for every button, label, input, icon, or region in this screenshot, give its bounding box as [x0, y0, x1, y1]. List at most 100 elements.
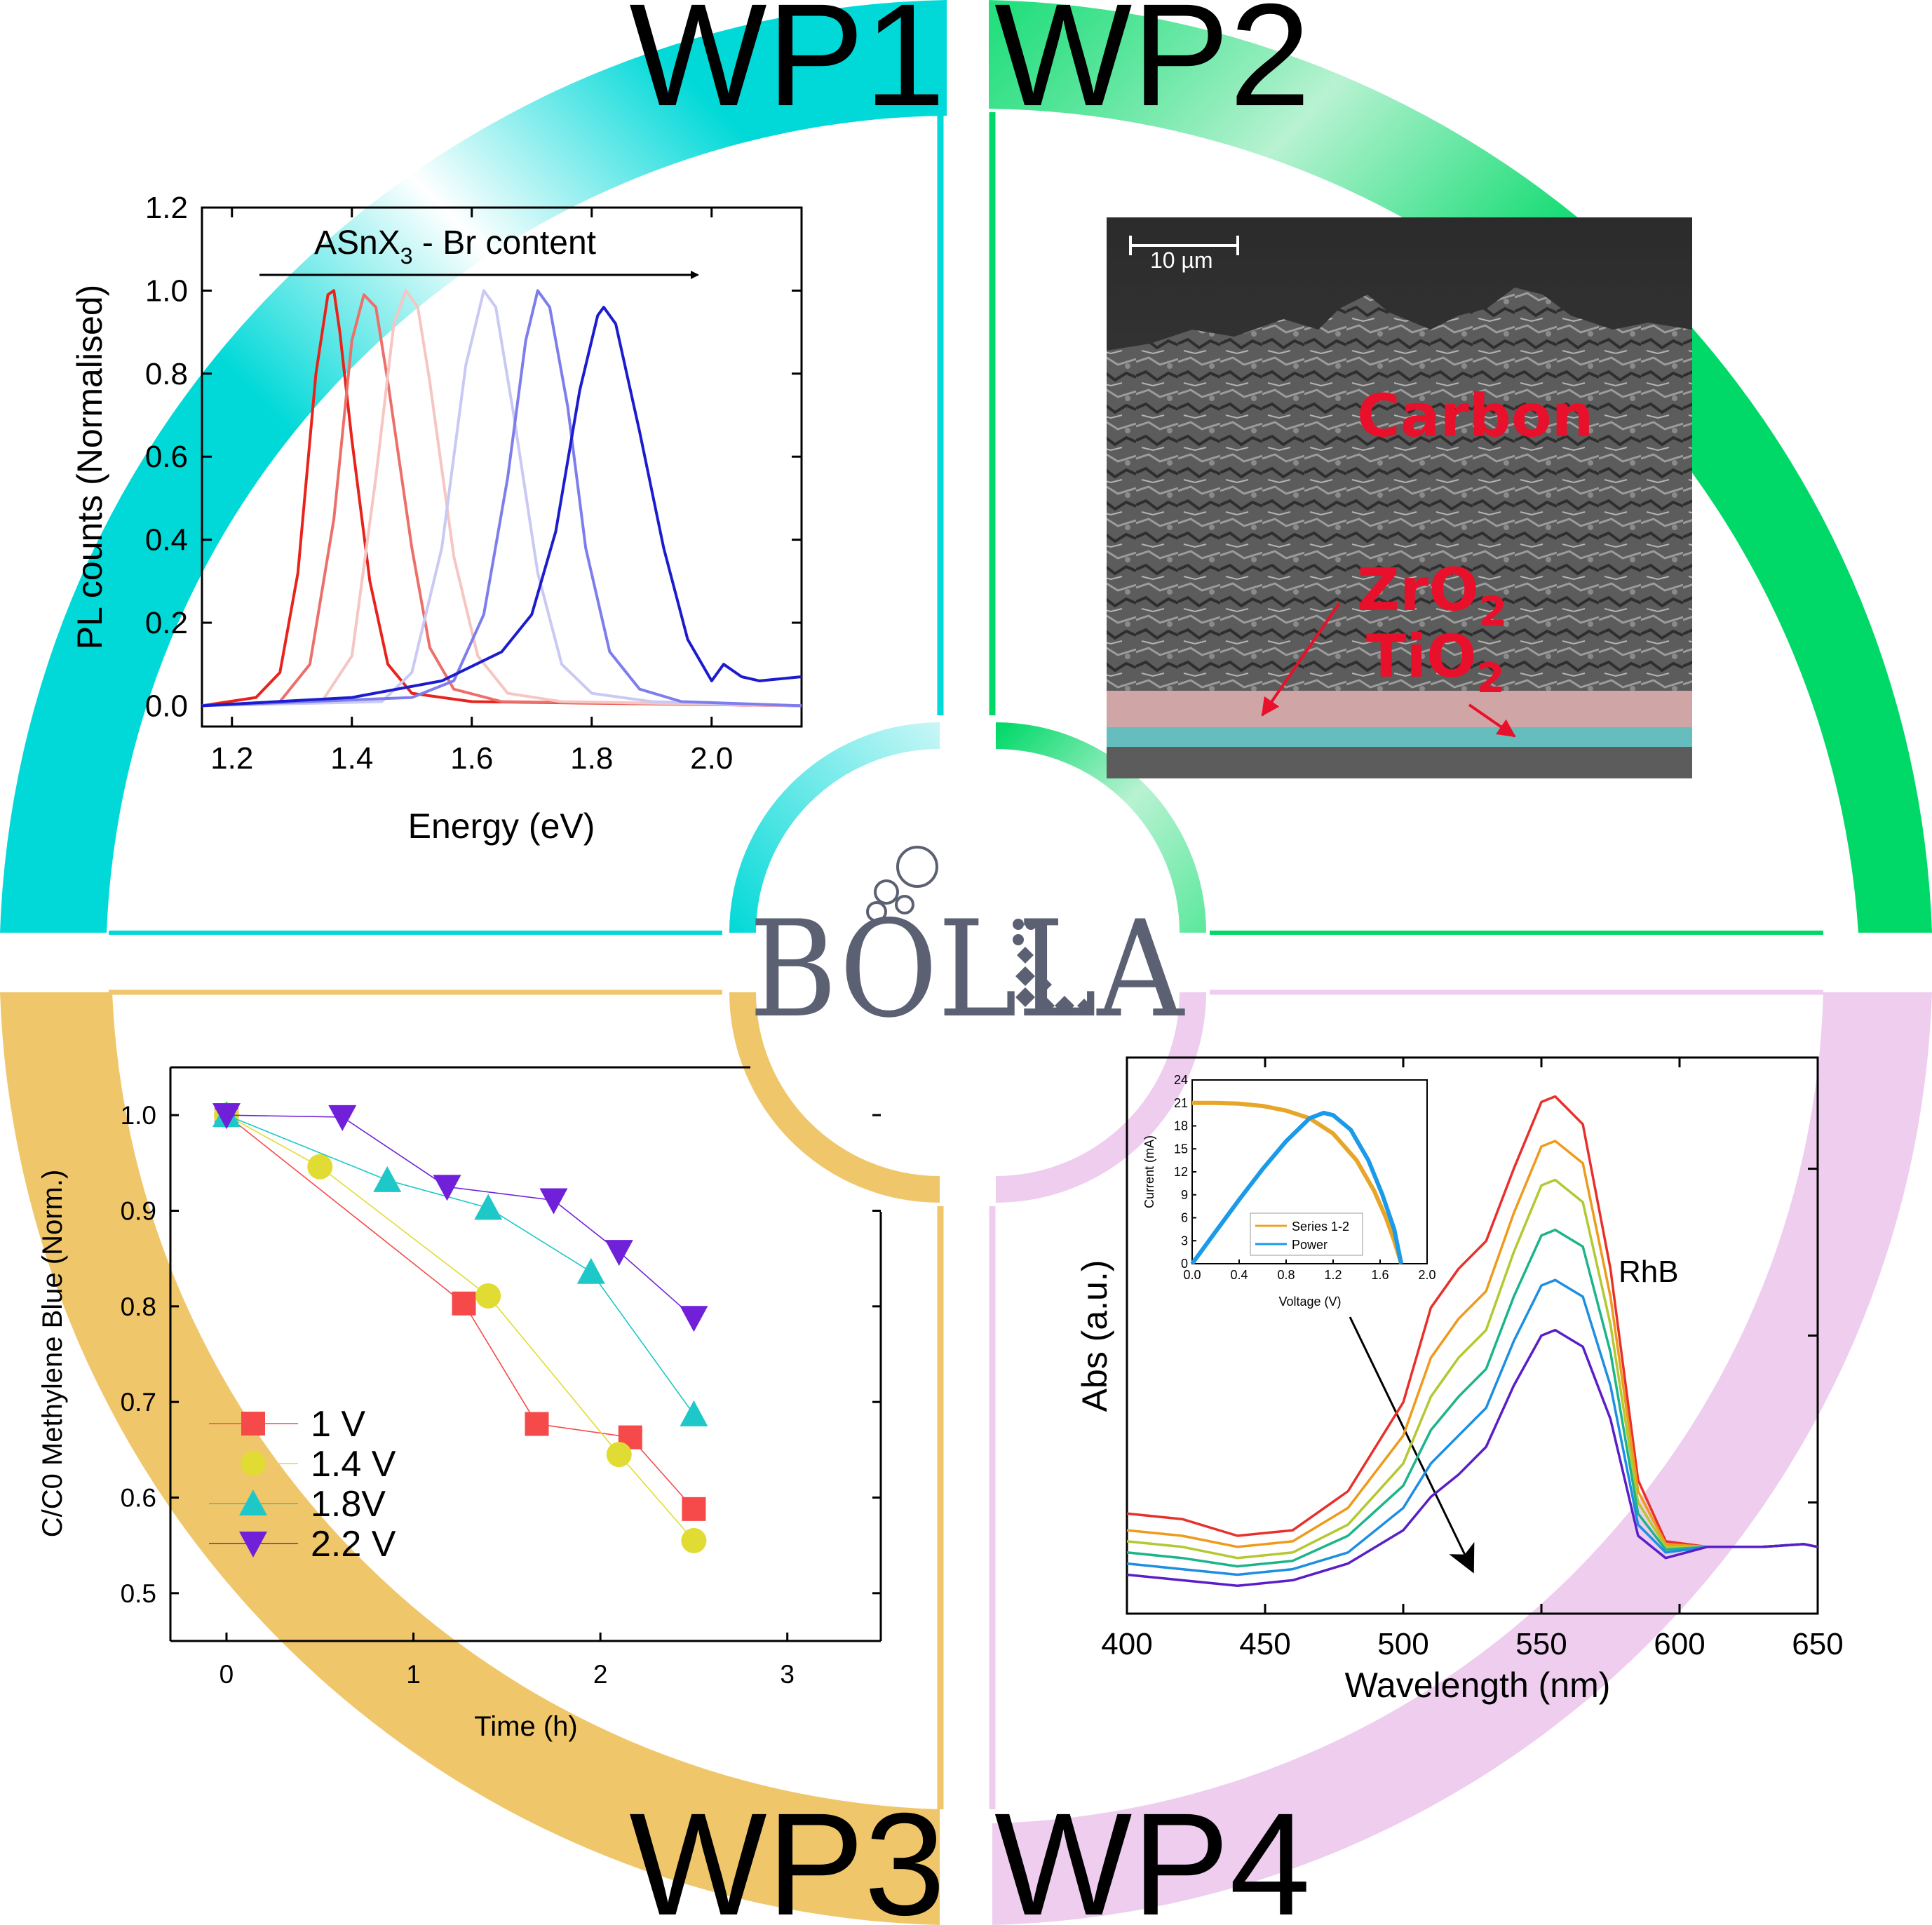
- y-tick-label: 15: [1174, 1142, 1188, 1156]
- y-tick-label: 6: [1181, 1211, 1188, 1225]
- legend-label: 1.8V: [311, 1484, 386, 1525]
- logo-text: BOLLA: [749, 892, 1185, 1047]
- scale-bar: [1129, 236, 1239, 255]
- y-tick-label: 9: [1181, 1188, 1188, 1202]
- tio2-label: TiO2: [1366, 622, 1505, 702]
- wp3-y-axis-label: C/C0 Methylene Blue (Norm.): [37, 1170, 68, 1538]
- data-point-1.4V: [681, 1527, 707, 1553]
- wp3-label: WP3: [629, 1783, 945, 1925]
- y-tick-label: 0.6: [121, 1484, 156, 1513]
- y-tick-label: 0.0: [145, 689, 188, 723]
- bolla-logo: BOLLA: [749, 846, 1185, 1047]
- x-tick-label: 2.0: [1418, 1268, 1436, 1282]
- y-tick-label: 24: [1174, 1073, 1188, 1087]
- inset-legend-box: [1250, 1213, 1363, 1256]
- inset-legend-label: Series 1-2: [1292, 1220, 1349, 1234]
- pl-series-line-2: [201, 293, 802, 708]
- y-tick-label: 0.8: [121, 1292, 156, 1321]
- data-point-1V: [525, 1412, 549, 1436]
- sem-carbon-layer: [1107, 288, 1692, 694]
- x-tick-label: 1.2: [1324, 1268, 1342, 1282]
- series-line-2.2V: [226, 1114, 694, 1318]
- x-tick-label: 400: [1101, 1627, 1152, 1661]
- data-point-2.2V: [680, 1306, 708, 1332]
- y-tick-label: 0.4: [145, 523, 188, 558]
- y-tick-label: 0.8: [145, 357, 188, 391]
- inset-legend-label: Power: [1292, 1238, 1328, 1252]
- x-tick-label: 1.8: [570, 741, 613, 776]
- data-point-1.8V: [680, 1400, 708, 1426]
- x-tick-label: 600: [1654, 1627, 1705, 1661]
- data-point-1V: [682, 1497, 706, 1521]
- iv-series-line-Series1-2: [1192, 1100, 1404, 1264]
- sem-substrate: [1107, 747, 1692, 778]
- pl-series-line-6: [201, 306, 802, 708]
- wp1-plot-frame: [201, 206, 803, 728]
- legend-marker: [241, 1451, 266, 1476]
- tio2-arrow: [1468, 703, 1516, 738]
- y-tick-label: 0.6: [145, 440, 188, 474]
- data-point-1.4V: [475, 1283, 501, 1309]
- wp2-sem-image: 10 µm Carbon ZrO2 TiO2: [1107, 217, 1692, 778]
- y-tick-label: 18: [1174, 1119, 1188, 1133]
- scale-bar-label: 10 µm: [1150, 248, 1213, 273]
- wp1-inner-ring: [729, 722, 940, 933]
- y-tick-label: 3: [1181, 1234, 1188, 1248]
- data-point-2.2V: [328, 1105, 357, 1131]
- zro2-arrow: [1261, 602, 1341, 717]
- y-tick-label: 12: [1174, 1165, 1188, 1179]
- x-tick-label: 650: [1792, 1627, 1843, 1661]
- pl-series-line-4: [201, 289, 802, 708]
- x-tick-label: 2.0: [690, 741, 733, 776]
- x-tick-label: 1.2: [210, 741, 253, 776]
- pl-series-line-5: [201, 289, 802, 708]
- wp3-x-axis-label: Time (h): [474, 1711, 577, 1742]
- data-point-1.4V: [606, 1442, 632, 1468]
- wp3-degradation-chart: Time (h) C/C0 Methylene Blue (Norm.) 0 1 2…: [37, 1066, 882, 1742]
- x-tick-label: 1: [406, 1660, 421, 1689]
- y-tick-label: 1.0: [145, 273, 188, 308]
- data-point-1.8V: [373, 1166, 402, 1192]
- data-point-2.2V: [212, 1103, 241, 1130]
- y-tick-label: 0.7: [121, 1388, 156, 1417]
- wp1-annotation: ASnX3 - Br content: [314, 224, 596, 269]
- x-tick-label: 500: [1377, 1627, 1428, 1661]
- data-point-2.2V: [433, 1175, 461, 1201]
- x-tick-label: 2: [593, 1660, 608, 1689]
- x-tick-label: 0: [219, 1660, 234, 1689]
- x-tick-label: 1.6: [450, 741, 493, 776]
- data-point-1.8V: [474, 1194, 503, 1220]
- x-tick-label: 0.8: [1277, 1268, 1295, 1282]
- wp1-y-axis-label: PL counts (Normalised): [70, 285, 109, 650]
- y-tick-label: 1.0: [121, 1101, 156, 1130]
- wp2-ring-segment: [989, 0, 1932, 933]
- y-tick-label: 0: [1181, 1257, 1188, 1271]
- inset-x-axis-label: Voltage (V): [1278, 1295, 1341, 1309]
- wp4-y-axis-label: Abs (a.u.): [1075, 1260, 1114, 1412]
- inset-y-axis-label: Current (mA): [1142, 1135, 1156, 1208]
- y-tick-label: 0.2: [145, 606, 188, 640]
- wp1-label: WP1: [629, 0, 945, 137]
- wp4-label: WP4: [994, 1783, 1311, 1925]
- x-tick-label: 550: [1515, 1627, 1567, 1661]
- data-point-2.2V: [604, 1240, 633, 1267]
- wp1-x-axis-label: Energy (eV): [408, 806, 595, 846]
- wp4-annotation-rhb: RhB: [1619, 1255, 1679, 1289]
- series-line-1.8V: [226, 1114, 695, 1415]
- data-point-2.2V: [539, 1188, 568, 1215]
- wp4-ring-segment: [992, 992, 1932, 1925]
- wp4-inner-ring: [996, 992, 1206, 1203]
- data-point-1.8V: [576, 1257, 605, 1284]
- wp1-ring-segment: [0, 0, 947, 933]
- zro2-label: ZrO2: [1357, 555, 1507, 635]
- legend-label: 1 V: [311, 1404, 365, 1445]
- wp4-absorbance-chart: Wavelength (nm) Abs (a.u.) RhB 400 450 500…: [1075, 1056, 1844, 1705]
- series-line-1.4V: [226, 1114, 695, 1541]
- y-tick-label: 21: [1174, 1096, 1188, 1110]
- y-tick-label: 0.5: [121, 1579, 156, 1608]
- wp4-x-axis-label: Wavelength (nm): [1345, 1666, 1611, 1705]
- y-tick-label: 1.2: [145, 191, 188, 225]
- x-tick-label: 0.4: [1230, 1268, 1248, 1282]
- wp1-pl-chart: Energy (eV) PL counts (Normalised) ASnX3…: [70, 191, 803, 846]
- wp4-iv-inset: Voltage (V) Current (mA) 0.0 0.4 0.8 1.2 1.6…: [1142, 1073, 1436, 1309]
